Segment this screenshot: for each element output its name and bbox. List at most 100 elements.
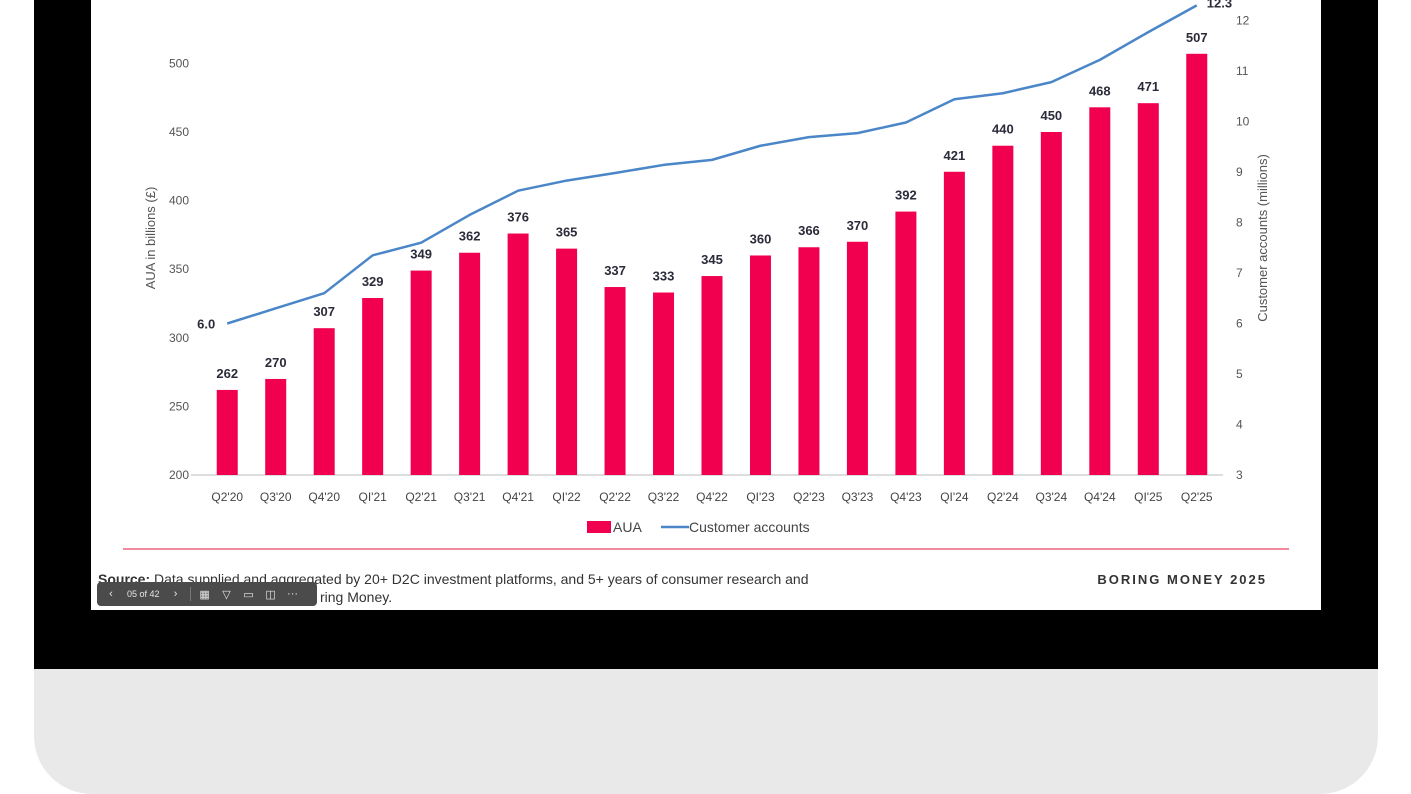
legend-label-aua: AUA xyxy=(613,519,642,535)
bar xyxy=(556,248,578,475)
y2-tick-label: 7 xyxy=(1236,266,1243,280)
x-tick-label: QI'22 xyxy=(552,490,581,504)
x-tick-label: QI'23 xyxy=(746,490,775,504)
y2-tick-label: 12 xyxy=(1236,14,1250,28)
bar xyxy=(362,298,384,475)
legend-swatch-aua xyxy=(587,521,611,533)
x-tick-label: QI'21 xyxy=(359,490,388,504)
x-tick-label: Q3'23 xyxy=(842,490,874,504)
bar xyxy=(1186,53,1208,476)
x-tick-label: Q2'25 xyxy=(1181,490,1213,504)
bar xyxy=(1137,103,1159,476)
y-tick-label: 500 xyxy=(169,56,189,70)
line-value-label: 6.0 xyxy=(197,317,215,332)
bar xyxy=(798,247,820,475)
y2-tick-label: 4 xyxy=(1236,418,1243,432)
brand-footer: BORING MONEY 2025 xyxy=(1097,572,1267,587)
aua-chart: 200 250 300 350 400 450 500 3 4 5 6 7 8 9 10 11 12 AUA in… xyxy=(143,0,1270,535)
y2-tick-label: 3 xyxy=(1236,468,1243,482)
legend-label-accounts: Customer accounts xyxy=(689,519,810,535)
line-value-label: 12.3 xyxy=(1207,0,1232,10)
y2-tick-label: 11 xyxy=(1236,64,1249,78)
bar-value-label: 337 xyxy=(604,263,626,278)
y2-tick-label: 9 xyxy=(1236,165,1243,179)
bar xyxy=(313,328,335,475)
bar xyxy=(701,276,723,475)
bar-value-label: 365 xyxy=(556,225,578,240)
bar-value-label: 349 xyxy=(410,247,432,262)
bar-value-label: 307 xyxy=(313,304,335,319)
x-tick-label: QI'25 xyxy=(1134,490,1163,504)
bar xyxy=(846,241,868,475)
customer-accounts-line xyxy=(226,4,1198,325)
bar-value-label: 440 xyxy=(992,122,1014,137)
bar-value-label: 376 xyxy=(507,210,529,225)
x-tick-label: Q2'21 xyxy=(405,490,437,504)
bar xyxy=(749,255,771,475)
x-tick-label: Q3'21 xyxy=(454,490,486,504)
page-indicator: 05 of 42 xyxy=(127,589,160,599)
more-icon[interactable]: ··· xyxy=(287,588,299,600)
y-tick-label: 450 xyxy=(169,125,189,139)
y-tick-label: 350 xyxy=(169,262,189,276)
x-tick-label: Q2'22 xyxy=(599,490,631,504)
bar xyxy=(265,378,287,475)
bar xyxy=(1040,132,1062,475)
bar-value-label: 262 xyxy=(216,366,238,381)
y2-tick-label: 5 xyxy=(1236,367,1243,381)
slide: 200 250 300 350 400 450 500 3 4 5 6 7 8 9 10 11 12 AUA in… xyxy=(91,0,1321,610)
bar-value-label: 370 xyxy=(847,218,869,233)
y2-tick-label: 6 xyxy=(1236,317,1243,331)
y2-tick-label: 8 xyxy=(1236,216,1243,230)
comment-icon[interactable]: ◫ xyxy=(265,588,276,601)
bar-value-label: 362 xyxy=(459,229,481,244)
divider xyxy=(123,548,1289,550)
bar xyxy=(1089,107,1111,475)
bar-value-label: 366 xyxy=(798,223,820,238)
grid-icon[interactable]: ▦ xyxy=(199,588,210,601)
bar-value-label: 329 xyxy=(362,274,384,289)
y-axis-title: AUA in billions (£) xyxy=(143,187,158,290)
x-tick-label: Q2'23 xyxy=(793,490,825,504)
bar xyxy=(895,211,917,476)
y2-axis-title: Customer accounts (millions) xyxy=(1255,154,1270,322)
x-tick-label: QI'24 xyxy=(940,490,969,504)
bar-value-label: 471 xyxy=(1137,79,1159,94)
bar xyxy=(410,270,432,475)
y2-tick-label: 10 xyxy=(1236,115,1250,129)
source-text-2: ring Money. xyxy=(320,589,393,605)
bar-value-label: 392 xyxy=(895,188,917,203)
bar xyxy=(459,252,481,475)
y-tick-label: 200 xyxy=(169,468,189,482)
chevron-right-icon[interactable]: › xyxy=(173,588,178,600)
x-tick-label: Q4'20 xyxy=(308,490,340,504)
viewer-toolbar: ‹ 05 of 42 › ▦ ▽ ▭ ◫ ··· xyxy=(97,582,317,606)
x-tick-label: Q3'24 xyxy=(1036,490,1068,504)
bar xyxy=(604,287,626,475)
x-tick-label: Q4'22 xyxy=(696,490,728,504)
bar xyxy=(653,292,675,475)
x-tick-label: Q2'20 xyxy=(211,490,243,504)
x-tick-label: Q4'24 xyxy=(1084,490,1116,504)
bar-value-label: 360 xyxy=(750,231,772,246)
y-tick-label: 400 xyxy=(169,194,189,208)
bar xyxy=(992,145,1014,475)
chevron-left-icon[interactable]: ‹ xyxy=(109,588,113,600)
bar xyxy=(507,233,529,475)
x-tick-label: Q3'22 xyxy=(648,490,680,504)
filter-icon[interactable]: ▽ xyxy=(222,588,231,601)
bar-value-label: 270 xyxy=(265,355,287,370)
bar-value-label: 468 xyxy=(1089,83,1111,98)
x-tick-label: Q2'24 xyxy=(987,490,1019,504)
bar-value-label: 507 xyxy=(1186,30,1208,45)
bar-value-label: 333 xyxy=(653,269,675,284)
bar-value-label: 421 xyxy=(944,148,966,163)
video-icon[interactable]: ▭ xyxy=(243,588,254,601)
toolbar-separator xyxy=(189,587,191,601)
y-tick-label: 250 xyxy=(169,399,189,413)
y-tick-label: 300 xyxy=(169,331,189,345)
x-tick-label: Q3'20 xyxy=(260,490,292,504)
x-tick-label: Q4'21 xyxy=(502,490,534,504)
bar-value-label: 450 xyxy=(1040,108,1062,123)
x-tick-label: Q4'23 xyxy=(890,490,922,504)
